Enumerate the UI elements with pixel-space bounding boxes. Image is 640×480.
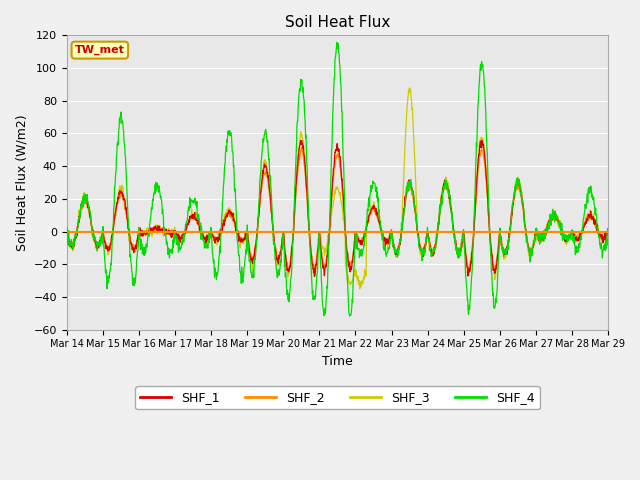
Y-axis label: Soil Heat Flux (W/m2): Soil Heat Flux (W/m2) xyxy=(15,114,28,251)
Line: SHF_4: SHF_4 xyxy=(67,42,608,316)
SHF_3 xyxy=(356,286,364,291)
SHF_2 xyxy=(183,221,191,227)
SHF_1 xyxy=(422,241,429,247)
SHF_2 xyxy=(541,231,548,237)
SHF_2 xyxy=(422,240,430,245)
SHF_4 xyxy=(422,237,430,242)
Title: Soil Heat Flux: Soil Heat Flux xyxy=(285,15,390,30)
SHF_4 xyxy=(346,313,353,319)
SHF_1 xyxy=(63,226,70,231)
SHF_1 xyxy=(478,137,486,143)
SHF_1 xyxy=(244,231,252,237)
SHF_2 xyxy=(604,229,612,235)
SHF_3 xyxy=(422,243,430,249)
Line: SHF_2: SHF_2 xyxy=(67,148,608,269)
SHF_2 xyxy=(244,231,252,237)
SHF_4 xyxy=(333,39,340,45)
SHF_3 xyxy=(406,85,413,91)
Line: SHF_1: SHF_1 xyxy=(67,140,608,276)
SHF_1 xyxy=(183,221,191,227)
SHF_3 xyxy=(63,224,70,229)
SHF_1 xyxy=(493,264,500,269)
SHF_4 xyxy=(183,216,191,222)
SHF_4 xyxy=(170,240,178,246)
SHF_1 xyxy=(311,274,319,279)
Line: SHF_3: SHF_3 xyxy=(67,88,608,288)
SHF_2 xyxy=(284,266,291,272)
Legend: SHF_1, SHF_2, SHF_3, SHF_4: SHF_1, SHF_2, SHF_3, SHF_4 xyxy=(135,386,540,409)
SHF_4 xyxy=(63,230,70,236)
SHF_4 xyxy=(493,292,500,298)
SHF_2 xyxy=(493,257,500,263)
SHF_3 xyxy=(170,229,178,235)
SHF_3 xyxy=(493,264,500,270)
SHF_2 xyxy=(298,145,305,151)
SHF_1 xyxy=(170,229,178,235)
Text: TW_met: TW_met xyxy=(75,45,125,55)
X-axis label: Time: Time xyxy=(322,355,353,368)
SHF_4 xyxy=(604,229,612,235)
SHF_2 xyxy=(63,232,70,238)
SHF_2 xyxy=(170,229,178,235)
SHF_3 xyxy=(183,225,191,231)
SHF_3 xyxy=(244,234,252,240)
SHF_1 xyxy=(541,236,548,241)
SHF_4 xyxy=(541,231,548,237)
SHF_1 xyxy=(604,230,612,236)
SHF_3 xyxy=(541,234,548,240)
SHF_4 xyxy=(244,235,252,241)
SHF_3 xyxy=(604,226,612,232)
